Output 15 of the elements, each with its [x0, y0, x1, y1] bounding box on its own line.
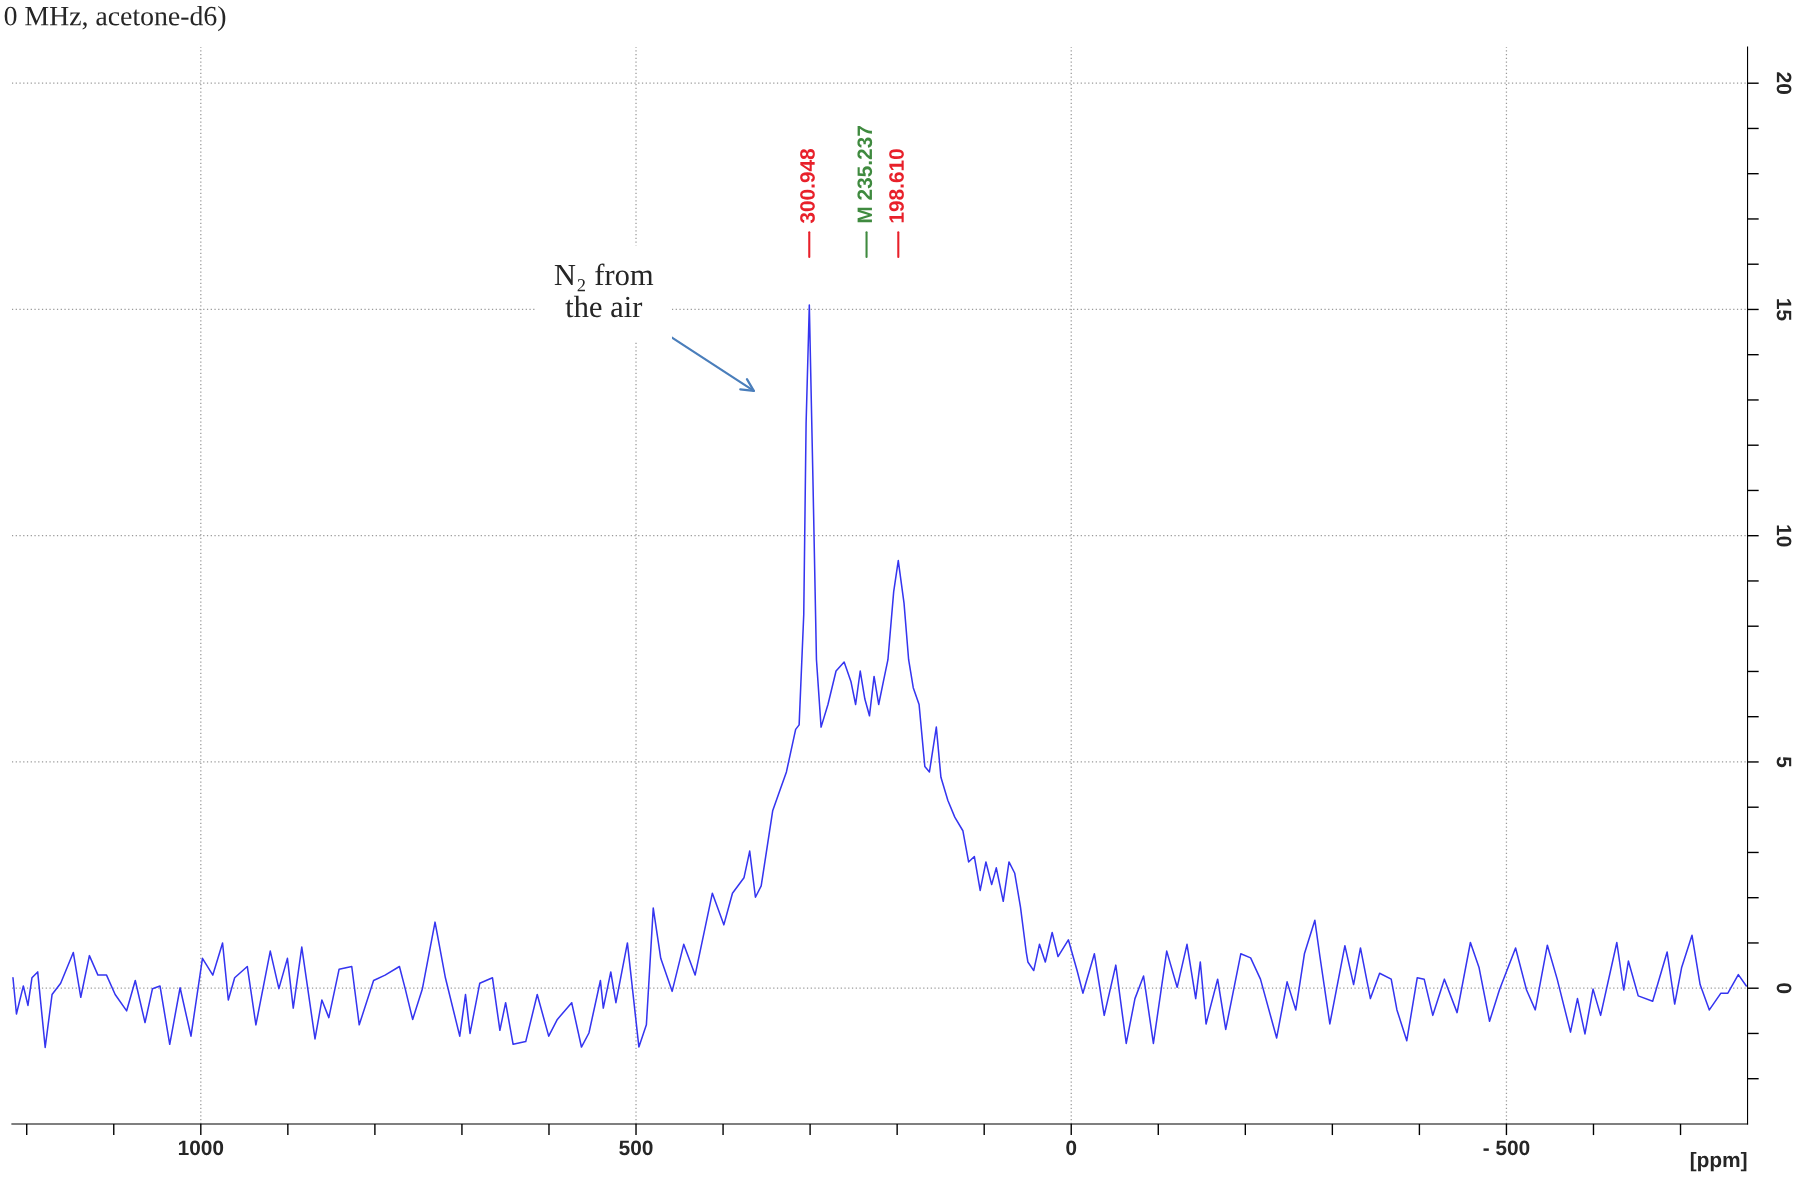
x-tick-label: 1000: [178, 1140, 224, 1156]
y-tick-label: 0: [1776, 983, 1792, 994]
y-tick-label: 15: [1776, 299, 1792, 321]
chart-title: 0 MHz, acetone-d6): [4, 5, 226, 32]
y-tick-label: 20: [1776, 72, 1792, 94]
y-tick-label: 10: [1776, 525, 1792, 547]
y-tick-label: 5: [1776, 756, 1792, 768]
x-tick-label: 500: [619, 1140, 653, 1156]
annotation: M 235.237: [857, 126, 873, 223]
x-axis-title: [ppm]: [1690, 1151, 1747, 1172]
annotation: 300.948: [800, 148, 815, 224]
x-tick-label: - 500: [1483, 1140, 1530, 1156]
x-tick-label: 0: [1066, 1140, 1077, 1156]
annotation: N₂ from the air: [554, 263, 654, 318]
annotation: 198.610: [889, 149, 904, 223]
